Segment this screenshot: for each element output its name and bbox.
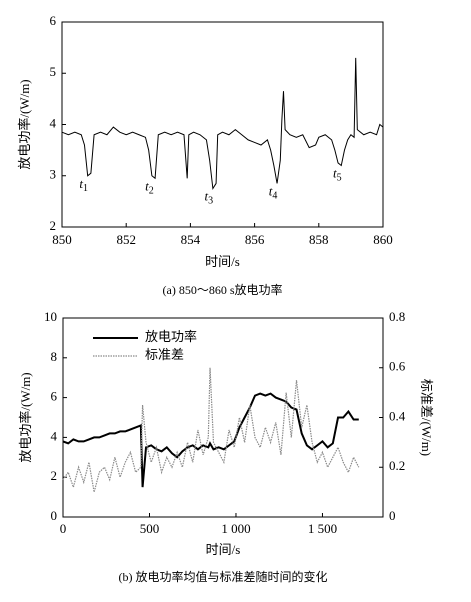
y2-tick-label: 0 (389, 508, 396, 523)
legend-label: 放电功率 (145, 329, 197, 344)
x-tick-label: 860 (373, 232, 393, 247)
y-axis-label: 放电功率/(W/m) (18, 372, 33, 462)
y-tick-label: 8 (51, 349, 58, 364)
annotation-sub: 4 (272, 191, 277, 202)
x-tick-label: 854 (181, 232, 201, 247)
annotation: t5 (333, 165, 342, 183)
legend-label: 标准差 (145, 347, 184, 362)
x-tick-label: 858 (309, 232, 329, 247)
y-tick-label: 6 (51, 389, 58, 404)
x-axis-label: 时间/s (205, 254, 240, 269)
y-axis-label: 放电功率/(W/m) (17, 79, 32, 169)
x-tick-label: 1 500 (308, 521, 337, 536)
y-tick-label: 2 (50, 218, 57, 233)
annotation-sub: 1 (83, 183, 88, 194)
x-axis-label: 时间/s (206, 542, 241, 557)
x-tick-label: 850 (52, 232, 72, 247)
annotation: t2 (145, 178, 154, 196)
plot-frame (61, 21, 384, 228)
annotation-main: t (79, 176, 83, 191)
y2-tick-label: 0.6 (389, 359, 406, 374)
annotation-sub: 3 (208, 196, 213, 207)
annotation-main: t (269, 183, 273, 198)
series-line (62, 392, 359, 488)
y-tick-label: 2 (51, 468, 58, 483)
x-tick-label: 1 000 (221, 521, 250, 536)
y-tick-label: 0 (51, 508, 58, 523)
caption: (b) 放电功率均值与标准差随时间的变化 (119, 569, 328, 584)
annotation-sub: 2 (149, 186, 154, 197)
annotation: t1 (79, 176, 88, 194)
annotation-sub: 5 (337, 173, 342, 184)
x-tick-label: 856 (245, 232, 265, 247)
y2-tick-label: 0.8 (389, 309, 405, 324)
y-tick-label: 5 (50, 64, 57, 79)
y-tick-label: 3 (50, 167, 57, 182)
y2-tick-label: 0.4 (389, 408, 406, 423)
annotation-main: t (145, 178, 149, 193)
y-tick-label: 10 (44, 309, 57, 324)
annotation-main: t (205, 189, 209, 204)
caption: (a) 850～860 s放电功率 (163, 282, 283, 297)
annotation: t4 (269, 183, 278, 201)
y2-tick-label: 0.2 (389, 458, 405, 473)
y-tick-label: 4 (51, 428, 58, 443)
series-line (62, 367, 360, 493)
x-tick-label: 0 (60, 521, 67, 536)
plot-frame (62, 317, 384, 518)
annotation-main: t (333, 165, 337, 180)
x-tick-label: 852 (116, 232, 136, 247)
annotation: t3 (205, 189, 214, 207)
series-line (61, 57, 384, 191)
y-tick-label: 4 (50, 115, 57, 130)
y-tick-label: 6 (50, 13, 57, 28)
y2-axis-label: 标准差/(W/m) (419, 379, 434, 456)
x-tick-label: 500 (140, 521, 160, 536)
